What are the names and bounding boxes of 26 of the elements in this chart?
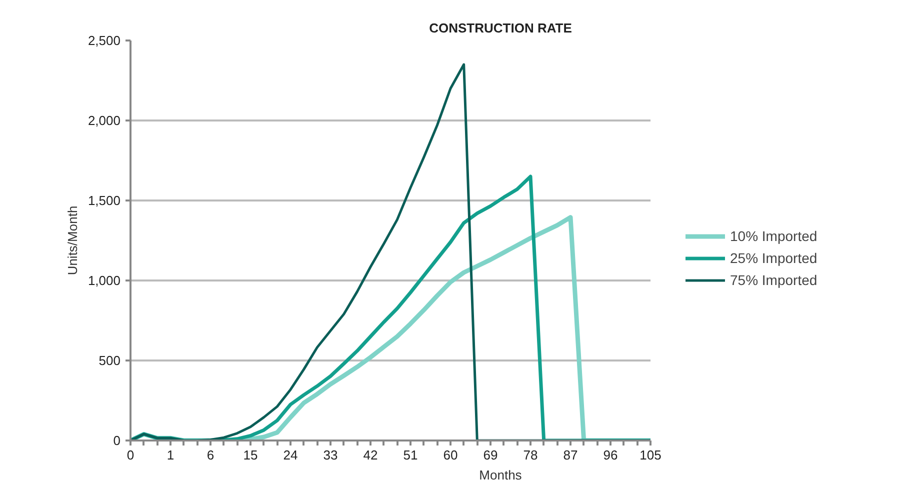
x-tick-label: 105 (640, 448, 662, 462)
x-tick-label: 60 (443, 448, 458, 462)
y-tick-label: 500 (98, 353, 121, 368)
x-tick-label: 87 (563, 448, 578, 462)
legend-label: 75% Imported (730, 272, 818, 288)
x-axis-title: Months (479, 468, 522, 482)
legend-label: 25% Imported (730, 250, 818, 266)
x-tick-label: 96 (603, 448, 618, 462)
y-tick-label: 2,000 (88, 113, 121, 128)
x-tick-label: 69 (483, 448, 498, 462)
x-tick-label: 33 (323, 448, 338, 462)
legend-label: 10% Imported (730, 228, 818, 244)
x-tick-label: 0 (126, 448, 134, 462)
y-tick-label: 1,000 (88, 273, 121, 288)
x-tick-label: 24 (283, 448, 298, 462)
x-tick-label: 42 (363, 448, 378, 462)
chart-title: CONSTRUCTION RATE (429, 20, 572, 36)
x-tick-label: 78 (523, 448, 538, 462)
x-tick-label: 1 (166, 448, 174, 462)
y-tick-label: 2,500 (88, 33, 121, 48)
y-tick-label: 1,500 (88, 193, 121, 208)
x-tick-label: 6 (206, 448, 214, 462)
x-tick-label: 51 (403, 448, 418, 462)
y-tick-label: 0 (113, 433, 121, 448)
x-tick-label: 15 (243, 448, 258, 462)
y-axis-title: Units/Month (64, 206, 80, 276)
